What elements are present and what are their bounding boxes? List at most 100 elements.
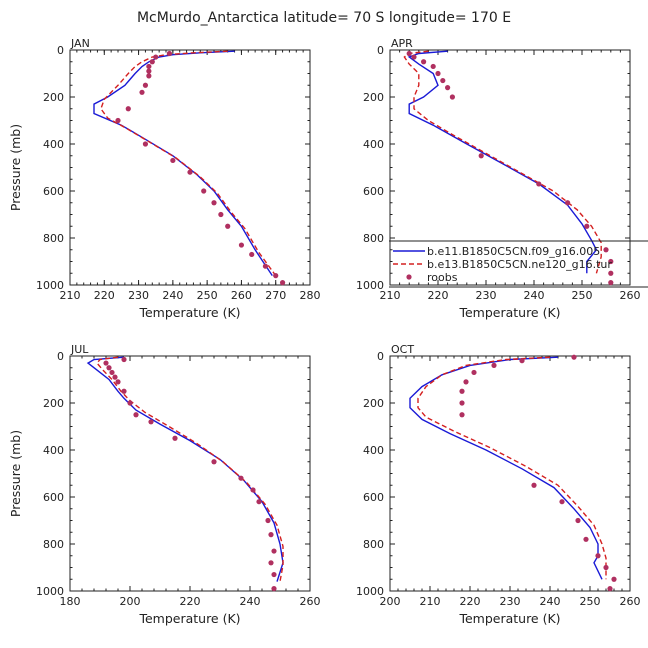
y-tick-label: 600: [363, 491, 384, 504]
y-tick-label: 200: [363, 91, 384, 104]
roobs-point: [595, 553, 601, 559]
y-tick-label: 200: [43, 397, 64, 410]
roobs-point: [608, 258, 614, 265]
legend-label: b.e11.B1850C5CN.f09_g16.005: [427, 245, 600, 258]
roobs-point: [133, 412, 139, 418]
roobs-point: [170, 157, 176, 164]
month-label: APR: [391, 37, 413, 50]
x-tick-label: 210: [420, 595, 441, 608]
roobs-point: [148, 419, 154, 425]
roobs-point: [268, 560, 274, 566]
roobs-point: [611, 576, 617, 582]
roobs-point: [445, 85, 451, 91]
roobs-point: [211, 459, 217, 465]
roobs-point: [531, 482, 537, 488]
roobs-point: [146, 63, 152, 70]
y-tick-label: 0: [57, 350, 64, 363]
roobs-point: [146, 73, 152, 79]
roobs-point: [201, 188, 207, 194]
x-tick-label: 240: [162, 289, 183, 302]
y-tick-label: 800: [363, 232, 384, 245]
roobs-point: [421, 59, 427, 65]
roobs-point: [406, 50, 412, 57]
roobs-point: [271, 571, 277, 578]
roobs-point: [146, 68, 152, 74]
legend-label: b.e13.B1850C5CN.ne120_g16.tur: [427, 258, 612, 271]
roobs-point: [571, 354, 577, 360]
roobs-point: [115, 117, 121, 124]
roobs-point: [238, 242, 245, 248]
roobs-point: [121, 356, 127, 363]
roobs-point: [250, 487, 256, 493]
x-tick-label: 270: [265, 289, 286, 302]
x-tick-label: 220: [180, 595, 201, 608]
roobs-point: [435, 70, 441, 77]
roobs-point: [109, 369, 115, 376]
y-tick-label: 800: [43, 538, 64, 551]
x-tick-label: 240: [540, 595, 561, 608]
panel-jul: 180 200 220 240 260 0 200 400 600 800 1000 JUL Tempe…: [8, 343, 321, 626]
roobs-point: [115, 379, 121, 385]
month-label: JUL: [70, 343, 89, 356]
roobs-point: [271, 548, 277, 554]
roobs-point: [584, 223, 590, 229]
y-tick-label: 1000: [36, 585, 64, 598]
y-tick-label: 200: [363, 397, 384, 410]
y-tick-label: 800: [43, 232, 64, 245]
legend-marker: [406, 274, 412, 280]
y-tick-label: 600: [43, 185, 64, 198]
roobs-point: [139, 89, 145, 95]
x-tick-label: 200: [380, 595, 401, 608]
roobs-point: [440, 77, 446, 84]
roobs-point: [238, 475, 244, 481]
roobs-point: [536, 181, 542, 187]
roobs-point: [478, 153, 484, 159]
roobs-point: [256, 499, 262, 505]
roobs-point: [225, 223, 231, 229]
roobs-point: [262, 263, 269, 269]
roobs-point: [608, 270, 614, 276]
roobs-point: [471, 369, 477, 376]
roobs-point: [153, 54, 159, 60]
x-tick-label: 210: [380, 289, 401, 302]
plot-frame: [389, 355, 631, 592]
y-tick-label: 0: [377, 44, 384, 57]
x-tick-label: 250: [580, 595, 601, 608]
roobs-point: [103, 360, 109, 366]
series-line-f09: [407, 50, 598, 274]
x-axis-label: Temperature (K): [138, 611, 240, 626]
plot-frame: [69, 49, 311, 286]
x-tick-label: 250: [197, 289, 218, 302]
roobs-point: [271, 586, 277, 592]
y-tick-label: 1000: [36, 279, 64, 292]
x-tick-label: 220: [94, 289, 115, 302]
roobs-point: [166, 50, 173, 57]
x-tick-label: 260: [231, 289, 252, 302]
roobs-point: [172, 435, 178, 441]
roobs-point: [127, 400, 133, 406]
x-tick-label: 230: [500, 595, 521, 608]
roobs-point: [265, 517, 271, 524]
roobs-point: [142, 141, 149, 147]
roobs-point: [565, 200, 571, 206]
roobs-point: [218, 211, 224, 218]
x-tick-label: 250: [572, 289, 593, 302]
roobs-point: [603, 564, 609, 571]
roobs-point: [519, 358, 525, 364]
roobs-point: [273, 273, 279, 279]
roobs-point: [603, 247, 609, 253]
roobs-point: [463, 379, 469, 385]
x-tick-label: 210: [60, 289, 81, 302]
roobs-point: [121, 388, 127, 394]
roobs-point: [607, 586, 613, 592]
y-tick-label: 400: [43, 138, 64, 151]
y-tick-label: 800: [363, 538, 384, 551]
x-axis-label: Temperature (K): [138, 305, 240, 320]
x-tick-label: 200: [120, 595, 141, 608]
y-tick-label: 0: [57, 44, 64, 57]
y-axis-label: Pressure (mb): [8, 124, 23, 211]
roobs-point: [491, 362, 497, 368]
month-label: JAN: [70, 37, 90, 50]
y-tick-label: 1000: [356, 279, 384, 292]
